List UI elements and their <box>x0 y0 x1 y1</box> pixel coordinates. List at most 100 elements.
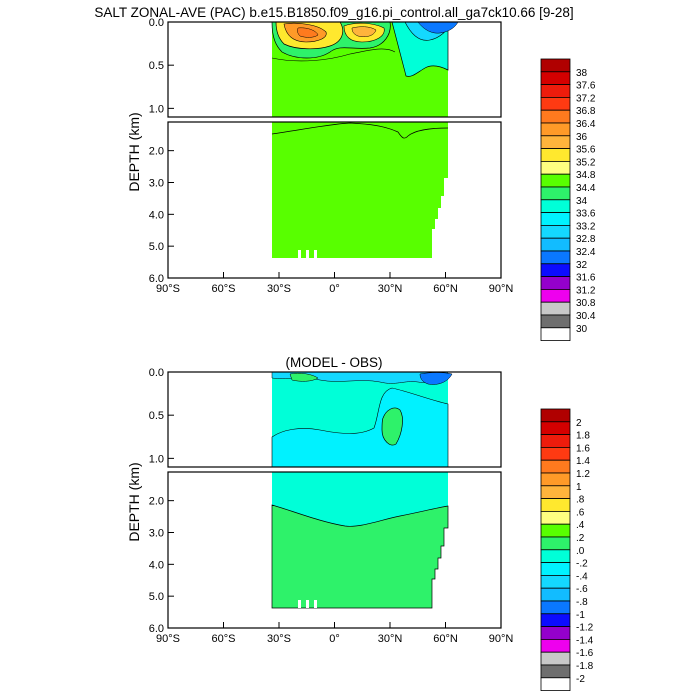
y-tick-label: 2.0 <box>149 146 164 158</box>
y-tick-label: 0.5 <box>149 410 164 422</box>
colorbar-swatch <box>540 160 571 175</box>
colorbar-swatch <box>540 575 571 589</box>
colorbar-swatch <box>540 263 571 277</box>
chart-title: SALT ZONAL-AVE (PAC) b.e15.B1850.f09_g16… <box>94 5 573 20</box>
colorbar-label: 30 <box>576 324 588 335</box>
colorbar: 21.81.61.41.21.8.6.4.2.0-.2-.4-.6-.8-1-1… <box>540 408 594 691</box>
colorbar-label: -.6 <box>576 584 588 595</box>
colorbar-label: .8 <box>576 495 585 506</box>
colorbar-swatch <box>540 314 571 329</box>
y-tick-label: 5.0 <box>149 241 164 253</box>
y-tick-label: 4.0 <box>149 209 164 221</box>
y-axis-label: DEPTH (km) <box>126 462 142 541</box>
colorbar-label: 34.4 <box>576 183 596 194</box>
x-tick-label: 60°S <box>212 633 236 645</box>
colorbar-label: .2 <box>576 533 585 544</box>
colorbar-label: 34 <box>576 196 588 207</box>
colorbar-label: 1.4 <box>576 456 590 467</box>
colorbar-swatch <box>540 276 571 290</box>
colorbar-label: 34.8 <box>576 170 596 181</box>
colorbar-swatch <box>540 71 571 86</box>
x-tick-label: 60°S <box>212 283 236 295</box>
colorbar-swatch <box>540 664 571 679</box>
colorbar-swatch <box>540 446 571 461</box>
y-tick-label: 6.0 <box>149 623 164 635</box>
colorbar-label: 35.2 <box>576 157 596 168</box>
upper-plot-area <box>271 372 453 467</box>
y-axis-label: DEPTH (km) <box>126 112 142 191</box>
colorbar-label: 32.4 <box>576 247 596 258</box>
x-tick-label: 60°N <box>433 633 458 645</box>
x-tick-label: 0° <box>329 633 340 645</box>
colorbar-label: -2 <box>576 674 585 685</box>
colorbar-label: 1.2 <box>576 469 590 480</box>
colorbar-label: 33.2 <box>576 221 596 232</box>
colorbar-swatch <box>540 237 571 252</box>
colorbar-label: -1.4 <box>576 635 594 646</box>
topo-gap <box>306 250 309 258</box>
colorbar-swatch <box>540 327 571 341</box>
colorbar-label: -.2 <box>576 559 588 570</box>
colorbar-label: 36 <box>576 132 588 143</box>
colorbar-swatch <box>540 613 571 627</box>
lower-plot-area <box>271 472 449 609</box>
colorbar-swatch <box>540 199 571 214</box>
colorbar-swatch <box>540 498 571 512</box>
upper-plot-area <box>271 22 459 117</box>
colorbar-swatch <box>540 212 571 226</box>
colorbar-label: 1.6 <box>576 443 590 454</box>
colorbar-swatch <box>540 224 571 239</box>
colorbar-swatch <box>540 301 571 316</box>
colorbar-swatch <box>540 587 571 602</box>
colorbar-swatch <box>540 472 571 487</box>
colorbar-label: 30.8 <box>576 298 596 309</box>
colorbar-label: 1.8 <box>576 431 590 442</box>
topo-gap <box>314 600 317 608</box>
field-fill-lower <box>272 122 448 258</box>
panel-salinity: SALT ZONAL-AVE (PAC) b.e15.B1850.f09_g16… <box>94 5 596 341</box>
colorbar-swatch <box>540 186 571 201</box>
y-tick-label: 3.0 <box>149 527 164 539</box>
colorbar-swatch <box>540 639 571 653</box>
colorbar-swatch <box>540 122 571 137</box>
colorbar-label: 36.4 <box>576 119 596 130</box>
x-tick-label: 0° <box>329 283 340 295</box>
y-tick-label: 1.0 <box>149 453 164 465</box>
y-tick-label: 4.0 <box>149 559 164 571</box>
y-tick-label: 6.0 <box>149 273 164 285</box>
colorbar-swatch <box>540 288 571 303</box>
colorbar-label: 38 <box>576 68 588 79</box>
colorbar-swatch <box>540 250 571 265</box>
colorbar-swatch <box>540 58 571 73</box>
colorbar-swatch <box>540 173 571 188</box>
colorbar-label: -1.2 <box>576 623 594 634</box>
topo-gap <box>298 250 301 258</box>
colorbar-label: 32 <box>576 260 588 271</box>
colorbar-swatch <box>540 651 571 666</box>
x-tick-label: 90°S <box>156 633 180 645</box>
surface-positive-patch <box>289 372 319 382</box>
y-tick-label: 0.5 <box>149 60 164 72</box>
colorbar: 38 37.637.2 36.8 36.4 36 35.635.2 34.8 34.4 34 33… <box>540 58 596 341</box>
colorbar-label: -.8 <box>576 597 588 608</box>
low-salinity-core-inner <box>417 22 459 34</box>
lower-plot-area <box>271 122 449 258</box>
contour-line-lower <box>271 122 449 139</box>
colorbar-label: 37.2 <box>576 93 596 104</box>
colorbar-swatch <box>540 434 571 448</box>
colorbar-label: -1.6 <box>576 648 594 659</box>
colorbar-swatch <box>540 523 571 538</box>
x-tick-label: 30°N <box>378 283 403 295</box>
axes: 90°S 60°S 30°S 0° 30°N 60°N 90°N 0.0 0.5 1.0 2.0 3.… <box>149 367 514 645</box>
colorbar-swatch <box>540 510 571 525</box>
colorbar-swatch <box>540 109 571 124</box>
colorbar-label: 35.6 <box>576 145 596 156</box>
x-tick-label: 30°N <box>378 633 403 645</box>
colorbar-swatch <box>540 562 571 576</box>
x-tick-label: 90°N <box>489 633 514 645</box>
colorbar-swatch <box>540 84 571 98</box>
colorbar-swatch <box>540 97 571 111</box>
colorbar-swatch <box>540 549 571 563</box>
upper-frame <box>167 21 502 118</box>
